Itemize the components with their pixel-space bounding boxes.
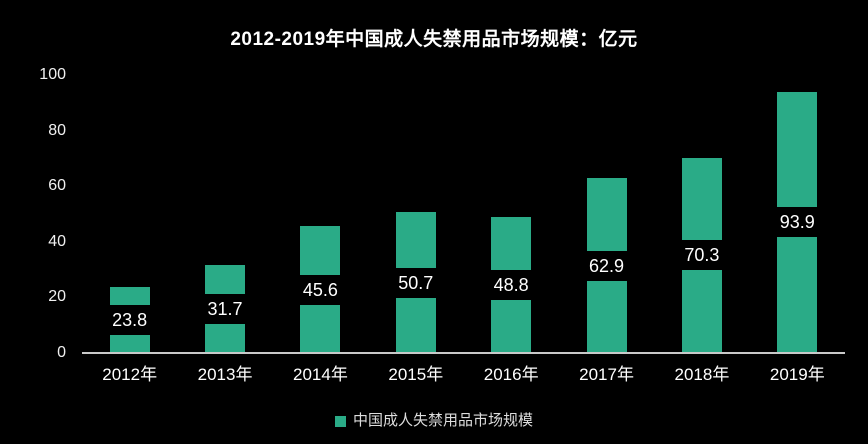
legend: 中国成人失禁用品市场规模 [0,411,868,431]
bar-value-label: 93.9 [772,207,823,238]
bar-value-label: 70.3 [676,240,727,271]
y-tick-label: 100 [39,66,66,83]
bar-value-label: 31.7 [200,293,251,324]
y-tick-label: 80 [48,121,66,139]
chart-title: 2012-2019年中国成人失禁用品市场规模：亿元 [230,29,638,50]
bar-value-label: 62.9 [581,250,632,281]
bar-value-label: 23.8 [104,304,155,335]
x-tick-label: 2013年 [197,365,253,384]
x-tick-label: 2018年 [674,365,730,384]
x-axis-line [82,352,845,354]
bar-value-label: 50.7 [390,267,441,298]
y-tick-label: 60 [48,177,66,195]
y-tick-label: 20 [48,288,66,306]
x-tick-label: 2019年 [769,365,825,384]
x-tick-label: 2012年 [102,365,158,384]
x-tick-label: 2015年 [388,365,444,384]
y-tick-label: 0 [57,344,66,361]
bar-value-label: 45.6 [295,274,346,305]
x-tick-label: 2014年 [293,365,348,384]
legend-swatch-icon [334,415,346,427]
x-tick-label: 2017年 [579,365,634,384]
x-tick-label: 2016年 [483,365,539,384]
bar-value-label: 48.8 [486,270,537,301]
legend-label: 中国成人失禁用品市场规模 [352,412,533,429]
y-tick-label: 40 [48,232,66,250]
